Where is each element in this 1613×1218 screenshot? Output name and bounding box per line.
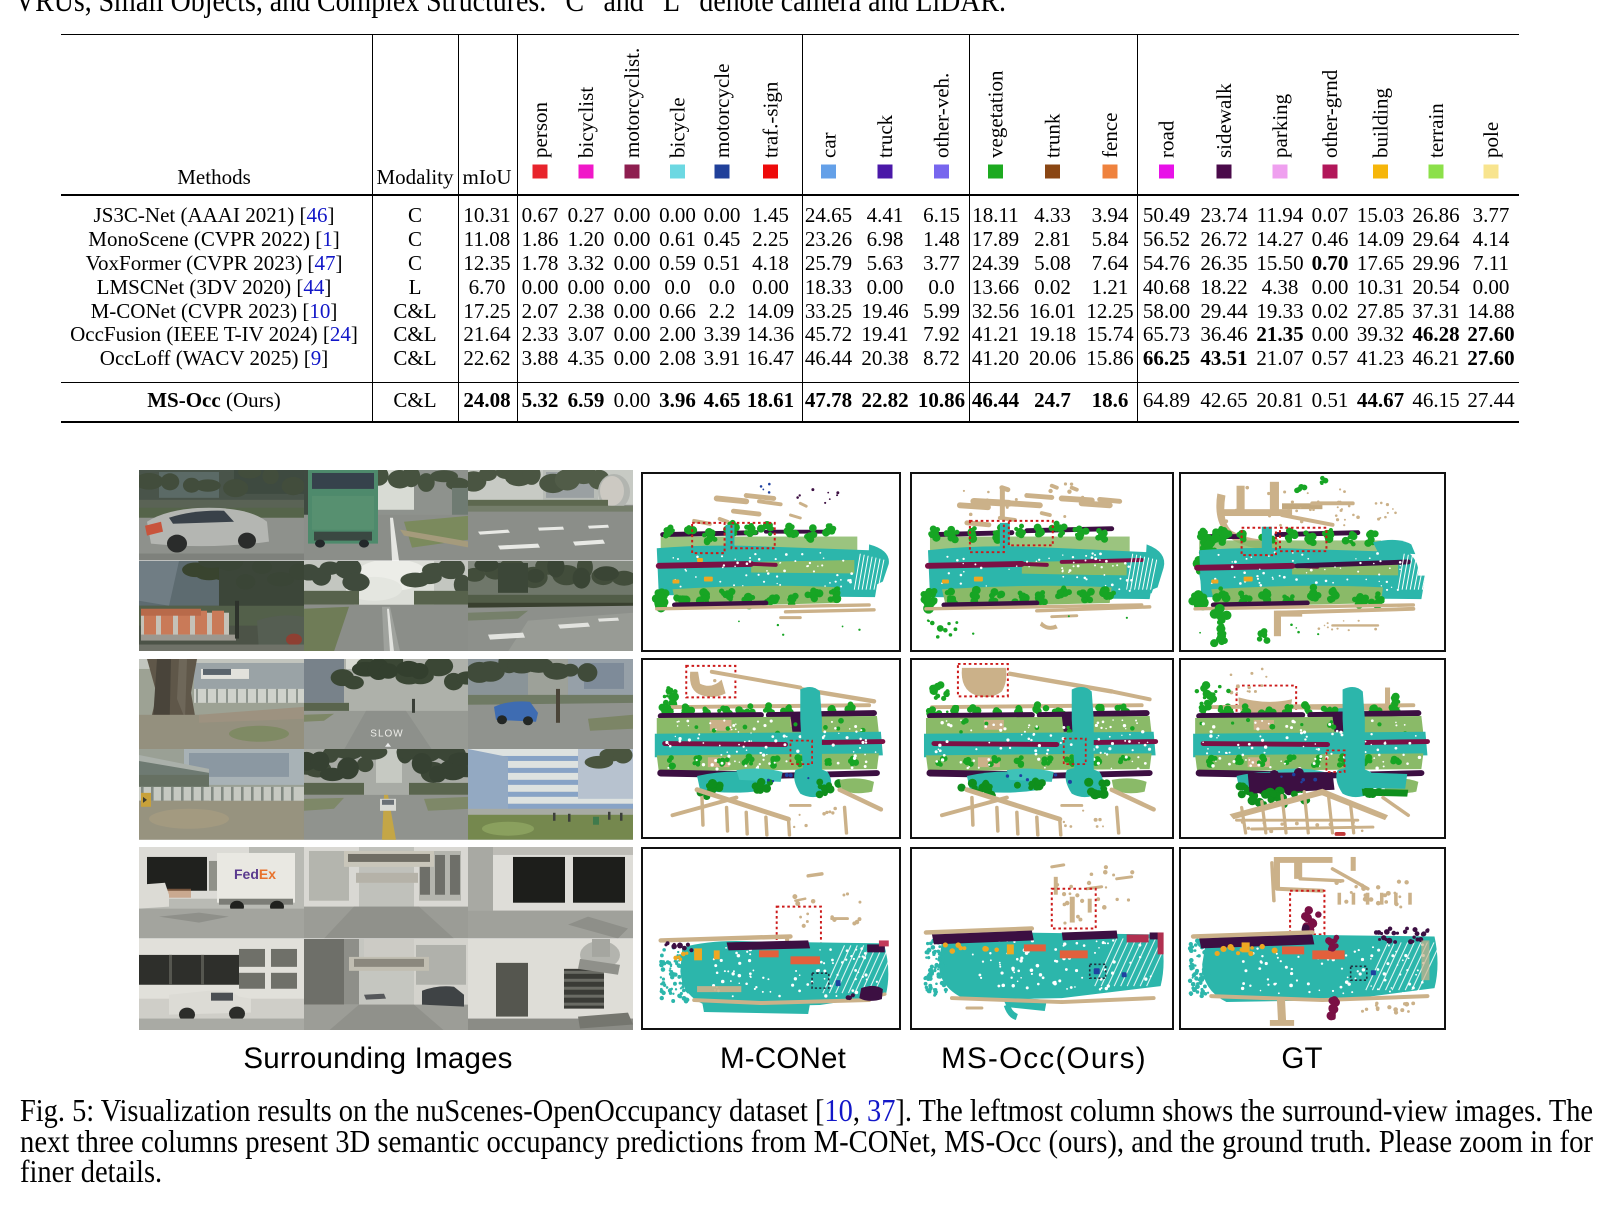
svg-text:trunk: trunk — [1041, 113, 1065, 158]
svg-text:traf.-sign: traf.-sign — [759, 81, 783, 158]
svg-text:car: car — [817, 132, 841, 158]
svg-text:sidewalk: sidewalk — [1212, 83, 1236, 158]
svg-text:truck: truck — [873, 114, 897, 158]
svg-text:terrain: terrain — [1424, 103, 1448, 158]
svg-text:road: road — [1155, 120, 1179, 158]
svg-text:SLOW: SLOW — [370, 728, 403, 739]
svg-text:motorcyclist.: motorcyclist. — [620, 48, 644, 158]
svg-text:FedEx: FedEx — [234, 866, 276, 882]
svg-text:other-grnd: other-grnd — [1318, 69, 1342, 158]
svg-text:bicycle: bicycle — [666, 97, 690, 158]
svg-text:person: person — [528, 102, 552, 158]
svg-text:other-veh.: other-veh. — [930, 73, 954, 158]
svg-text:motorcycle: motorcycle — [710, 64, 734, 158]
svg-text:vegetation: vegetation — [984, 70, 1008, 158]
svg-text:building: building — [1369, 87, 1393, 158]
svg-text:pole: pole — [1479, 122, 1503, 158]
svg-text:fence: fence — [1098, 113, 1122, 158]
svg-text:parking: parking — [1268, 93, 1292, 158]
svg-text:bicyclist: bicyclist — [574, 87, 598, 158]
